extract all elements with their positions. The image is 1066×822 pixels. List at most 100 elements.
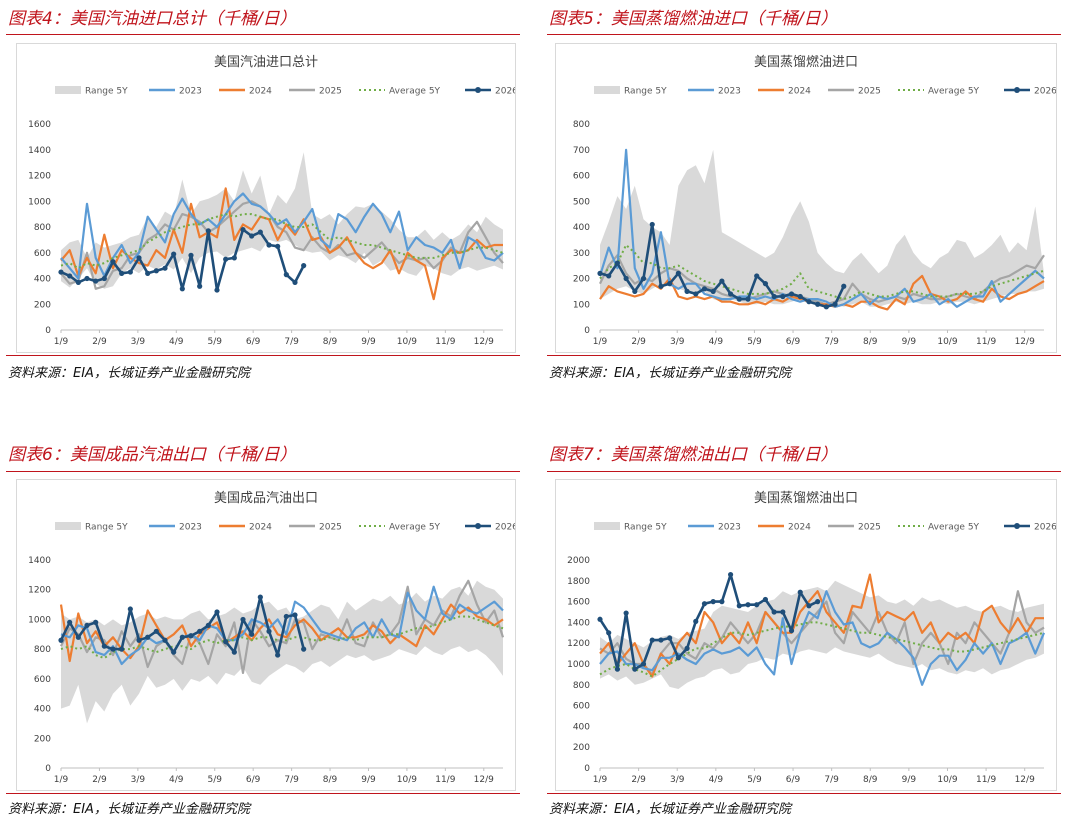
data-point-2026 xyxy=(623,275,629,282)
bottom-rule xyxy=(6,355,520,356)
x-tick-label: 12/9 xyxy=(1015,775,1035,785)
source-note: 资料来源：EIA，长城证券产业金融研究院 xyxy=(8,802,250,817)
figure-title: 图表5：美国蒸馏燃油进口（千桶/日） xyxy=(549,9,838,29)
legend-item-average-5y: Average 5Y xyxy=(898,87,980,97)
legend-label: 2024 xyxy=(249,87,272,97)
x-tick-label: 6/9 xyxy=(246,337,261,347)
title-rule xyxy=(547,34,1061,35)
legend-label: 2025 xyxy=(858,523,881,533)
y-tick-label: 1600 xyxy=(28,120,51,130)
y-tick-label: 1200 xyxy=(28,172,51,182)
data-point-2026 xyxy=(719,599,725,605)
legend-label: 2023 xyxy=(179,523,202,533)
x-tick-label: 1/9 xyxy=(593,337,608,347)
x-tick-label: 12/9 xyxy=(474,775,494,785)
series-line-2025 xyxy=(60,200,504,290)
data-point-2026 xyxy=(67,273,73,279)
data-point-2026 xyxy=(623,610,629,616)
y-tick-label: 600 xyxy=(573,172,590,182)
data-point-2026 xyxy=(693,618,699,624)
data-point-2026 xyxy=(832,301,838,307)
chart-distillate-imports: 美国蒸馏燃油进口 Range 5Y 2023 2024 2025 Average 5Y 20… xyxy=(555,43,1057,353)
legend-item-range-5y: Range 5Y xyxy=(55,522,128,533)
bottom-rule xyxy=(6,793,520,794)
data-point-2026 xyxy=(797,589,803,595)
x-tick-label: 5/9 xyxy=(207,337,222,347)
data-point-2026 xyxy=(266,628,272,634)
bottom-rule xyxy=(547,793,1061,794)
x-tick-label: 6/9 xyxy=(786,775,801,785)
data-point-2026 xyxy=(823,304,829,310)
series-line-2023 xyxy=(60,192,504,280)
data-point-2026 xyxy=(75,279,81,285)
data-point-2026 xyxy=(719,278,725,284)
x-tick-label: 2/9 xyxy=(631,775,646,785)
data-point-2026 xyxy=(249,631,255,637)
data-point-2026 xyxy=(736,603,742,609)
x-tick-label: 8/9 xyxy=(863,337,878,347)
chart-gasoline-exports: 美国成品汽油出口 Range 5Y 2023 2024 2025 Average 5Y 20… xyxy=(16,479,516,791)
source-note: 资料来源：EIA，长城证券产业金融研究院 xyxy=(549,366,791,381)
x-tick-label: 4/9 xyxy=(169,337,184,347)
data-point-2026 xyxy=(75,634,81,640)
title-rule xyxy=(6,34,520,35)
data-point-2026 xyxy=(84,275,90,282)
y-tick-label: 0 xyxy=(584,326,590,336)
data-point-2026 xyxy=(675,270,681,276)
legend-item-average-5y: Average 5Y xyxy=(359,87,441,97)
legend-label: 2024 xyxy=(788,87,811,97)
y-tick-label: 0 xyxy=(584,764,590,774)
data-point-2026 xyxy=(58,269,64,275)
data-point-2026 xyxy=(179,286,185,292)
data-point-2026 xyxy=(658,637,664,643)
data-point-2026 xyxy=(684,288,690,294)
line-chart-svg: 美国蒸馏燃油进口 Range 5Y 2023 2024 2025 Average 5Y 20… xyxy=(573,54,1056,347)
x-tick-label: 9/9 xyxy=(361,337,376,347)
y-tick-label: 800 xyxy=(573,120,590,130)
legend-label: 2026 xyxy=(1034,87,1056,97)
data-point-2026 xyxy=(745,602,751,608)
data-point-2026 xyxy=(214,287,220,293)
legend-label: Average 5Y xyxy=(928,87,980,97)
data-point-2026 xyxy=(188,633,194,639)
data-point-2026 xyxy=(223,639,229,645)
y-tick-label: 800 xyxy=(34,223,51,233)
data-point-2026 xyxy=(614,260,621,266)
legend-label: 2025 xyxy=(319,87,342,97)
data-point-2026 xyxy=(736,296,742,302)
data-point-2026 xyxy=(597,616,603,622)
data-point-2026 xyxy=(788,628,795,634)
legend-item-2023: 2023 xyxy=(149,87,202,97)
data-point-2026 xyxy=(283,613,289,620)
legend-item-2025: 2025 xyxy=(289,87,342,97)
data-point-2026 xyxy=(701,601,708,607)
x-tick-label: 11/9 xyxy=(435,337,455,347)
data-point-2026 xyxy=(597,270,603,276)
data-point-2026 xyxy=(205,228,211,234)
data-point-2026 xyxy=(710,288,716,294)
figure-title: 图表7：美国蒸馏燃油出口（千桶/日） xyxy=(549,445,838,465)
data-point-2026 xyxy=(797,293,803,300)
data-point-2026 xyxy=(640,661,647,667)
data-point-2026 xyxy=(197,283,203,289)
y-tick-label: 1200 xyxy=(567,639,590,649)
x-tick-label: 9/9 xyxy=(902,775,917,785)
legend-label: Average 5Y xyxy=(389,523,441,533)
series-line-2023 xyxy=(60,585,504,666)
y-tick-label: 1600 xyxy=(567,598,590,608)
title-rule xyxy=(6,471,520,472)
y-tick-label: 200 xyxy=(573,743,590,753)
data-point-2026 xyxy=(162,637,168,643)
series-line-2023 xyxy=(598,148,1045,308)
data-point-2026 xyxy=(162,265,168,271)
figure-title: 图表6：美国成品汽油出口（千桶/日） xyxy=(8,445,297,465)
data-point-2026 xyxy=(119,270,125,276)
x-tick-label: 9/9 xyxy=(902,337,917,347)
data-point-2026 xyxy=(283,272,289,278)
data-point-2026 xyxy=(136,255,142,261)
data-point-2026 xyxy=(119,646,125,652)
data-point-2026 xyxy=(762,596,769,603)
chart-title: 美国蒸馏燃油进口 xyxy=(754,54,858,70)
data-point-2026 xyxy=(806,603,812,609)
data-point-2026 xyxy=(188,252,194,258)
